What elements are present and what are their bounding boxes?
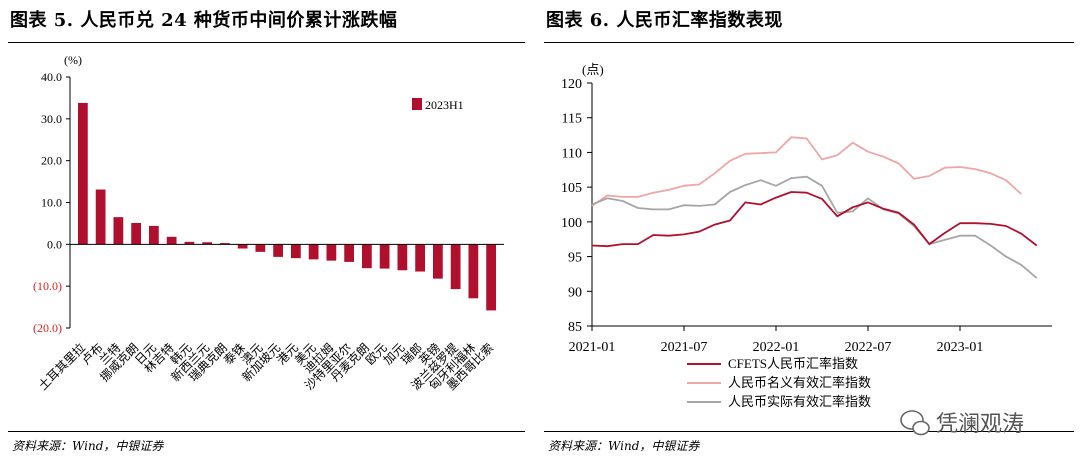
- line-unit-label: (点): [582, 62, 604, 77]
- watermark-text: 凭澜观涛: [936, 411, 1024, 436]
- bar-7: [184, 241, 195, 245]
- right-chart-title: 图表 6. 人民币汇率指数表现: [546, 10, 783, 31]
- bar-17: [361, 244, 372, 269]
- bar-legend-label: 2023H1: [425, 98, 464, 112]
- line-series-1: [591, 191, 1038, 248]
- bar-y-tick-label: 40.0: [41, 70, 62, 84]
- bar-y-tick-label: 10.0: [41, 196, 62, 210]
- bar-y-tick-label: (10.0): [33, 279, 62, 293]
- left-chart-title: 图表 5. 人民币兑 24 种货币中间价累计涨跌幅: [10, 10, 398, 31]
- bar-1: [77, 102, 88, 245]
- bar-y-tick-label: 30.0: [41, 112, 62, 126]
- bar-16: [344, 244, 355, 262]
- bar-21: [432, 244, 443, 279]
- line-y-tick-label: 105: [561, 181, 582, 196]
- bar-4: [131, 222, 142, 245]
- bar-y-tick-label: 20.0: [41, 154, 62, 168]
- line-y-tick-label: 95: [568, 251, 582, 266]
- line-y-tick-label: 90: [568, 285, 582, 300]
- bar-20: [415, 244, 426, 272]
- bar-legend-swatch: [412, 98, 422, 110]
- bar-category-label: 土耳其里拉: [35, 340, 88, 393]
- bar-24: [486, 244, 497, 311]
- bar-22: [450, 244, 461, 290]
- left-source-note: 资料来源：Wind，中银证券: [12, 439, 164, 453]
- bar-y-tick-label: (20.0): [33, 321, 62, 335]
- bar-14: [308, 244, 319, 260]
- line-legend-label: 人民币名义有效汇率指数: [728, 375, 871, 390]
- left-source-rule: [8, 431, 525, 432]
- line-series-3: [591, 175, 1038, 279]
- left-title-rule: [8, 42, 525, 43]
- line-x-tick-label: 2023-01: [937, 340, 984, 355]
- line-y-tick-label: 115: [562, 112, 582, 127]
- bar-5: [148, 225, 159, 245]
- watermark: 凭澜观涛: [900, 410, 1024, 436]
- wechat-icon: [900, 410, 930, 436]
- bar-23: [468, 244, 479, 299]
- line-series-2: [591, 136, 1022, 207]
- bar-3: [113, 217, 124, 245]
- line-x-tick-label: 2021-01: [569, 340, 616, 355]
- line-legend-label: CFETS人民币汇率指数: [728, 356, 858, 371]
- right-source-note: 资料来源：Wind，中银证券: [548, 439, 700, 453]
- right-source-rule: [544, 431, 1074, 432]
- bar-10: [237, 244, 248, 249]
- bar-6: [166, 236, 177, 245]
- right-title-rule: [544, 42, 1074, 43]
- bar-chart: (%)40.030.020.010.00.0(10.0)(20.0)土耳其里拉卢…: [33, 53, 504, 393]
- line-y-tick-label: 120: [561, 77, 582, 92]
- bar-11: [255, 244, 266, 252]
- bar-19: [397, 244, 408, 271]
- bar-8: [202, 242, 213, 245]
- bar-18: [379, 244, 390, 269]
- line-x-tick-label: 2022-07: [845, 340, 892, 355]
- line-chart: (点)120 115 110 105 100 95 90 85 2021-01 2021-07 20…: [561, 62, 1052, 409]
- line-x-tick-label: 2021-07: [661, 340, 708, 355]
- bar-y-tick-label: 0.0: [47, 237, 62, 251]
- line-y-tick-label: 100: [561, 216, 582, 231]
- line-x-tick-label: 2022-01: [753, 340, 800, 355]
- bar-13: [290, 244, 301, 259]
- line-y-tick-label: 85: [568, 320, 582, 335]
- bar-12: [273, 244, 284, 257]
- bar-unit-label: (%): [64, 53, 82, 67]
- line-y-tick-label: 110: [562, 146, 582, 161]
- line-legend-label: 人民币实际有效汇率指数: [728, 394, 871, 409]
- bar-15: [326, 244, 337, 261]
- bar-9: [219, 243, 230, 245]
- bar-2: [95, 189, 106, 245]
